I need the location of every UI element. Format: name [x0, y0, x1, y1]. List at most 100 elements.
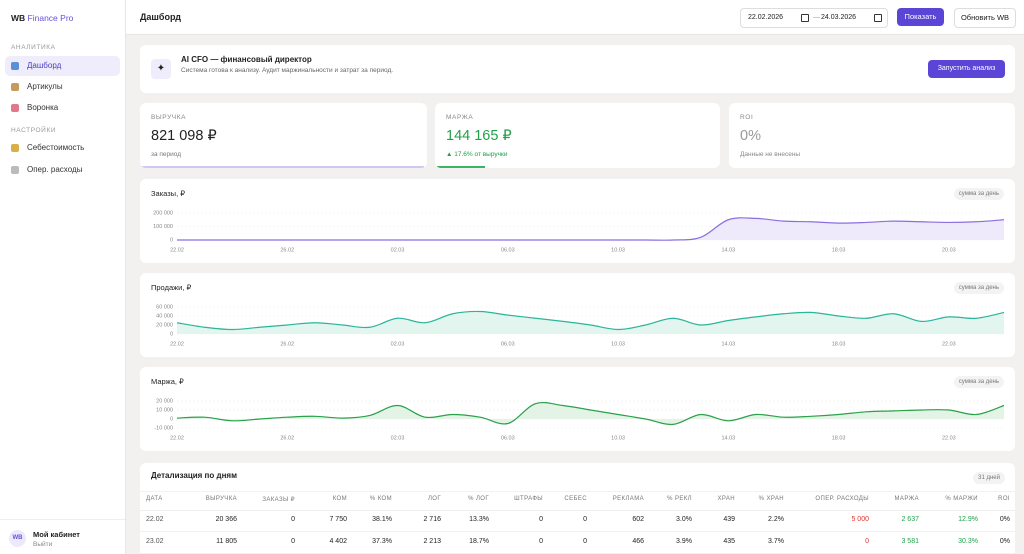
nav-label: Артикулы: [27, 82, 63, 91]
table-title: Детализация по дням: [151, 471, 237, 480]
chart-title: Маржа, ₽: [151, 377, 184, 386]
section-title: НАСТРОЙКИ: [11, 127, 57, 134]
refresh-button[interactable]: Обновить WB: [954, 8, 1016, 28]
chart: 0 20 000 40 000 60 000 22.02 26.02 02.03 06.03 1…: [156, 304, 1005, 347]
column-header: ВЫРУЧКА: [205, 496, 237, 502]
x-tick-label: 22.02: [170, 435, 184, 441]
column-header: ШТРАФЫ: [514, 496, 543, 502]
logo: WB Finance Pro: [11, 13, 73, 23]
y-tick-label: -10 000: [154, 425, 173, 431]
kpi-bar: [437, 166, 485, 168]
column-header: МАРЖА: [894, 496, 919, 502]
nav-item[interactable]: Воронка: [5, 98, 120, 118]
chart-title: Заказы, ₽: [151, 189, 186, 198]
y-tick-label: 20 000: [156, 398, 173, 404]
ai-button[interactable]: Запустить анализ: [928, 60, 1005, 78]
area: [177, 217, 1004, 241]
table-cell: 20 366: [215, 516, 237, 523]
logo-product: Finance Pro: [27, 13, 74, 23]
table-row: 22.02 20 366 0 7 750 38.1% 2 716 13.3% 0 0 602 3.0…: [146, 516, 1010, 523]
kpi-label: ROI: [740, 114, 754, 121]
table-cell: 18.7%: [469, 538, 489, 545]
x-tick-label: 18.03: [832, 341, 846, 347]
column-header: РЕКЛАМА: [612, 496, 644, 502]
kpi-card: ВЫРУЧКА 821 098 ₽ за период: [140, 103, 427, 168]
column-header: % ЛОГ: [468, 496, 489, 502]
nav-label: Опер. расходы: [27, 165, 83, 174]
x-tick-label: 22.02: [170, 341, 184, 347]
chart-badge: сумма за день: [953, 188, 1004, 200]
x-tick-label: 06.03: [501, 247, 515, 253]
table-cell: 3 581: [901, 538, 919, 545]
nav-item[interactable]: Дашборд: [5, 56, 120, 76]
chart-badge: сумма за день: [953, 376, 1004, 388]
calendar-icon: [801, 14, 809, 22]
row-divider: [140, 531, 1015, 532]
y-tick-label: 0: [170, 416, 173, 422]
x-tick-label: 14.03: [721, 247, 735, 253]
table-cell: 3.0%: [676, 516, 692, 523]
x-tick-label: 22.03: [942, 341, 956, 347]
date-from[interactable]: 22.02.2026: [748, 14, 784, 21]
x-tick-label: 02.03: [391, 435, 405, 441]
table-cell: 466: [632, 538, 644, 545]
profile-name[interactable]: Мой кабинет: [33, 530, 80, 539]
sidebar: WB Finance Pro АНАЛИТИКА Дашборд Артикул…: [0, 0, 126, 554]
table-header-bg: [140, 491, 1015, 511]
table-badge: 31 дней: [973, 472, 1005, 484]
table-cell: 3.7%: [768, 538, 784, 545]
table-cell: 30.3%: [958, 538, 978, 545]
x-tick-label: 10.03: [611, 247, 625, 253]
x-tick-label: 14.03: [721, 341, 735, 347]
table-cell: 4 402: [329, 538, 347, 545]
table-cell: 602: [632, 516, 644, 523]
y-tick-label: 40 000: [156, 313, 173, 319]
y-tick-label: 10 000: [156, 407, 173, 413]
table-cell: 13.3%: [469, 516, 489, 523]
ai-card: ✦ AI CFO — финансовый директор Система г…: [140, 45, 1015, 93]
nav-item[interactable]: Себестоимость: [5, 138, 120, 158]
nav-item[interactable]: Опер. расходы: [5, 160, 120, 180]
kpi-note: ▲ 17.6% от выручки: [446, 151, 508, 158]
column-header: ROI: [998, 496, 1010, 502]
table-cell: 0%: [999, 538, 1010, 545]
chart-card: Маржа, ₽ сумма за день -10 000 0 10 000 20 00…: [140, 367, 1015, 451]
column-header: ЛОГ: [427, 496, 441, 502]
x-tick-label: 26.02: [280, 247, 294, 253]
table-cell: 0: [291, 516, 295, 523]
x-tick-label: 02.03: [391, 247, 405, 253]
kpi-value: 144 165 ₽: [446, 128, 512, 144]
column-header: ОПЕР. РАСХОДЫ: [815, 496, 869, 502]
logout[interactable]: Выйти: [33, 541, 53, 548]
kpi-bar: [140, 166, 424, 168]
x-tick-label: 14.03: [721, 435, 735, 441]
table-cell: 0: [539, 538, 543, 545]
nav-label: Дашборд: [27, 61, 62, 70]
kpi-label: ВЫРУЧКА: [151, 114, 187, 121]
column-header: КОМ: [332, 496, 347, 502]
date-to[interactable]: 24.03.2026: [821, 14, 857, 21]
divider: [0, 519, 125, 520]
ai-title: AI CFO — финансовый директор: [181, 55, 312, 64]
table-cell: 0: [539, 516, 543, 523]
nav-item[interactable]: Артикулы: [5, 77, 120, 97]
calendar-icon: [874, 14, 882, 22]
y-tick-label: 0: [170, 237, 173, 243]
x-tick-label: 22.03: [942, 435, 956, 441]
table-cell: 2.2%: [768, 516, 784, 523]
table-cell: 37.3%: [372, 538, 392, 545]
show-button[interactable]: Показать: [897, 8, 944, 26]
page-title: Дашборд: [140, 12, 181, 22]
x-tick-label: 22.02: [170, 247, 184, 253]
date-range[interactable]: 22.02.2026 — 24.03.2026: [740, 8, 888, 28]
table-cell: 0: [583, 516, 587, 523]
kpi-card: МАРЖА 144 165 ₽ ▲ 17.6% от выручки: [435, 103, 720, 168]
y-tick-label: 200 000: [153, 210, 173, 216]
header: [126, 0, 1024, 35]
chart: 0 100 000 200 000 22.02 26.02 02.03 06.03 10.03…: [153, 210, 1005, 253]
x-tick-label: 18.03: [832, 247, 846, 253]
date-sep: —: [813, 14, 820, 21]
column-header: ДАТА: [146, 496, 163, 502]
table-cell: 38.1%: [372, 516, 392, 523]
